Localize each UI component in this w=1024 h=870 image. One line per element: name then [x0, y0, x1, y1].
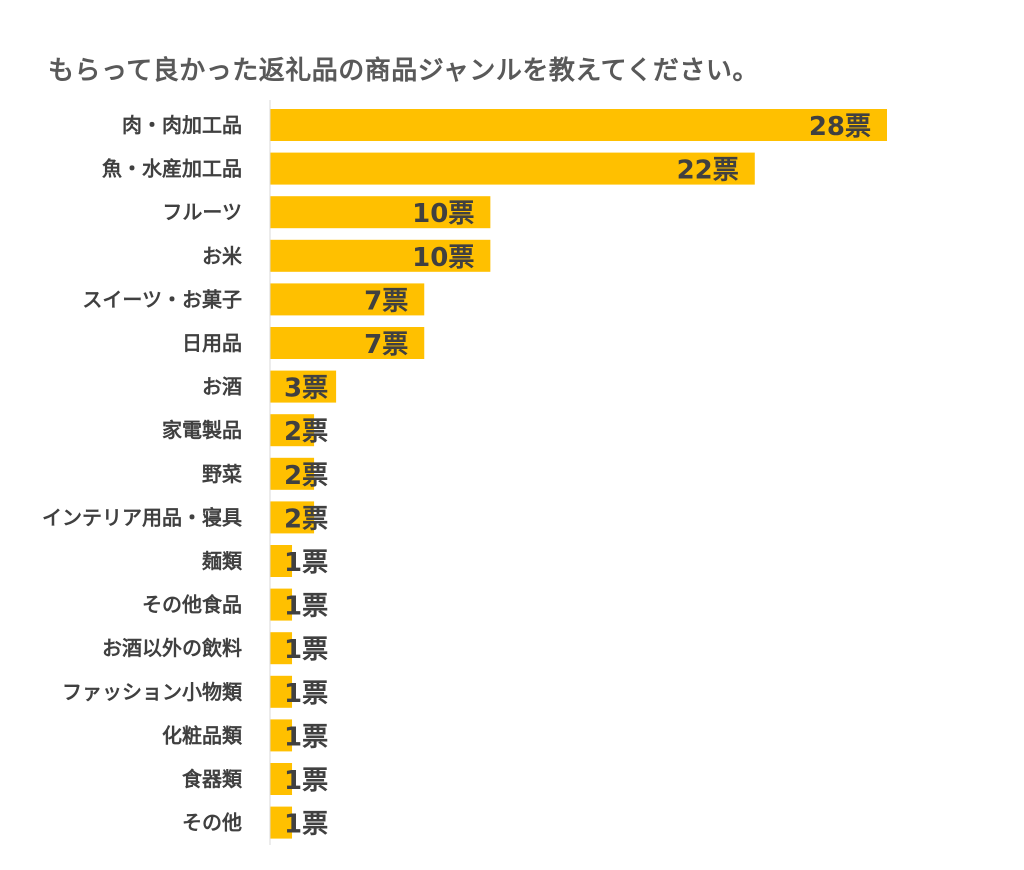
value-label: 7票 [364, 330, 408, 360]
category-label: ファッション小物類 [62, 680, 243, 704]
value-label: 22票 [677, 156, 739, 186]
value-label: 3票 [284, 374, 328, 404]
category-label: スイーツ・お菓子 [82, 287, 242, 311]
value-label: 2票 [284, 504, 328, 534]
chart-title: もらって良かった返礼品の商品ジャンルを教えてください。 [48, 56, 759, 86]
bar [270, 501, 315, 534]
value-label: 1票 [284, 810, 328, 840]
bar [270, 370, 337, 403]
category-labels: 肉・肉加工品魚・水産加工品フルーツお米スイーツ・お菓子日用品お酒家電製品野菜イン… [42, 113, 243, 835]
bar [270, 109, 887, 141]
bar [270, 806, 293, 839]
value-label: 10票 [412, 243, 474, 273]
bar [270, 327, 425, 359]
category-label: その他 [182, 811, 242, 835]
bar [270, 719, 293, 752]
category-label: フルーツ [162, 200, 242, 224]
category-label: 化粧品類 [162, 723, 243, 747]
category-label: その他食品 [142, 593, 242, 617]
value-label: 1票 [284, 679, 328, 709]
bar [270, 457, 315, 490]
category-label: 家電製品 [162, 418, 242, 442]
value-label: 2票 [284, 461, 328, 491]
value-label: 1票 [284, 635, 328, 665]
value-label: 1票 [284, 766, 328, 796]
bar [270, 196, 491, 229]
category-label: 麺類 [201, 549, 243, 573]
bar [270, 414, 315, 447]
value-label: 10票 [412, 199, 474, 229]
value-label: 7票 [364, 286, 408, 316]
category-label: 魚・水産加工品 [102, 157, 242, 181]
category-label: 食器類 [182, 767, 243, 791]
category-label: 野菜 [202, 462, 242, 486]
value-label: 2票 [284, 417, 328, 447]
category-label: 肉・肉加工品 [122, 113, 242, 137]
bar [270, 283, 425, 316]
value-label: 1票 [284, 592, 328, 622]
category-label: お酒以外の飲料 [102, 636, 242, 660]
bar [270, 675, 293, 708]
category-label: お米 [202, 244, 243, 268]
bar [270, 152, 755, 185]
category-label: 日用品 [182, 331, 242, 355]
bar [270, 763, 293, 795]
bar [270, 239, 491, 272]
bar [270, 545, 293, 577]
value-label: 1票 [284, 722, 328, 752]
bar [270, 632, 293, 665]
bars-layer [270, 109, 887, 839]
value-label: 1票 [284, 548, 328, 578]
value-label: 28票 [809, 112, 871, 142]
category-label: インテリア用品・寝具 [42, 505, 242, 529]
bar [270, 588, 293, 621]
category-label: お酒 [202, 375, 242, 399]
